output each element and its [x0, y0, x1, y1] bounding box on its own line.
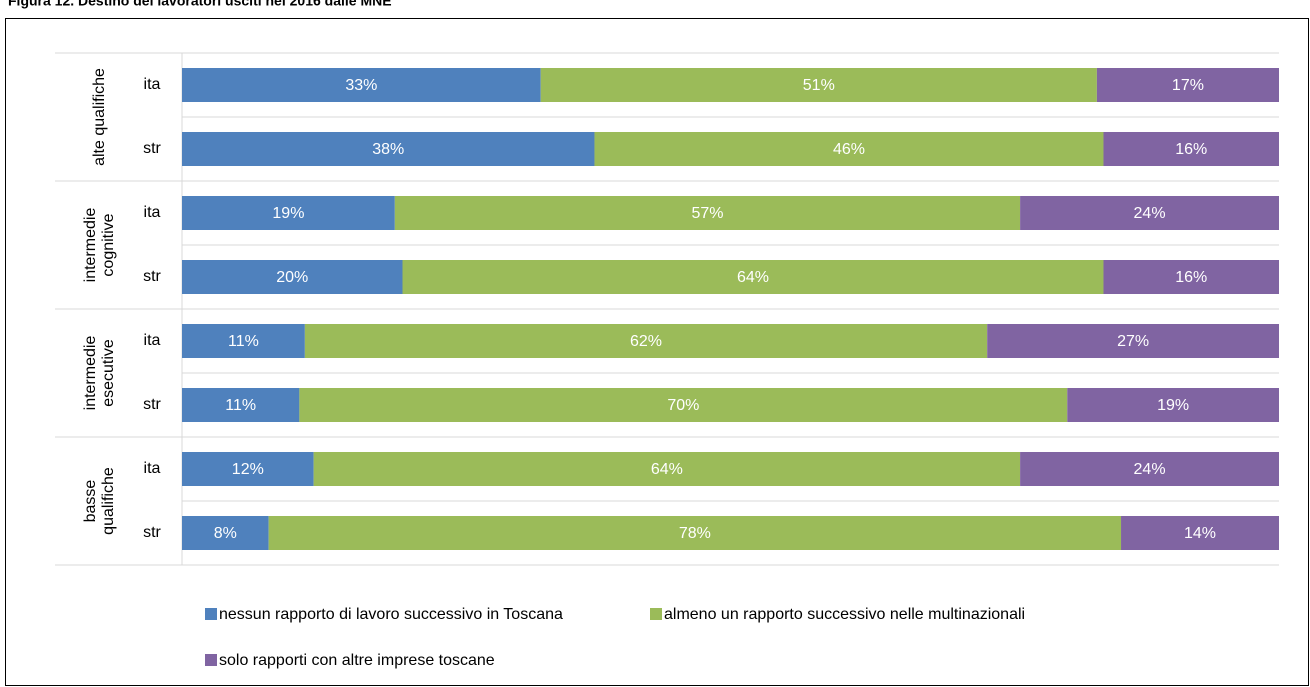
y-tick-label: ita: [144, 204, 161, 221]
data-label: 24%: [1134, 461, 1166, 478]
y-tick-label: str: [143, 268, 161, 285]
group-label: cognitive: [100, 213, 117, 276]
y-tick-label: ita: [144, 76, 161, 93]
data-label: 57%: [691, 205, 723, 222]
data-label: 19%: [1157, 397, 1189, 414]
bar-segment: [268, 516, 1122, 550]
group-label: intermedie: [82, 208, 99, 283]
bar-segment: [594, 132, 1104, 166]
data-label: 16%: [1175, 141, 1207, 158]
data-label: 78%: [679, 525, 711, 542]
y-tick-label: str: [143, 524, 161, 541]
bar-segment: [182, 388, 300, 422]
data-label: 24%: [1134, 205, 1166, 222]
data-label: 64%: [651, 461, 683, 478]
data-label: 16%: [1175, 269, 1207, 286]
bar-segment: [1020, 196, 1279, 230]
bar-segment: [299, 388, 1068, 422]
data-label: 64%: [737, 269, 769, 286]
data-label: 33%: [345, 77, 377, 94]
frame: [5, 18, 1309, 686]
y-tick-label: ita: [144, 460, 161, 477]
data-label: 19%: [272, 205, 304, 222]
legend-swatch: [650, 608, 662, 620]
group-label: intermedie: [82, 336, 99, 411]
bar-segment: [182, 324, 305, 358]
legend-swatch: [205, 654, 217, 666]
data-label: 38%: [372, 141, 404, 158]
bar-segment: [182, 260, 403, 294]
bar-segment: [402, 260, 1104, 294]
y-tick-label: str: [143, 140, 161, 157]
legend-swatch: [205, 608, 217, 620]
data-label: 51%: [803, 77, 835, 94]
group-label: esecutive: [100, 339, 117, 407]
data-label: 20%: [276, 269, 308, 286]
data-label: 8%: [214, 525, 237, 542]
bar-segment: [182, 196, 395, 230]
data-label: 17%: [1172, 77, 1204, 94]
bar-segment: [1103, 132, 1279, 166]
y-tick-label: str: [143, 396, 161, 413]
data-label: 46%: [833, 141, 865, 158]
group-label: qualifiche: [100, 467, 117, 535]
data-label: 70%: [667, 397, 699, 414]
group-label: basse: [82, 480, 99, 523]
bar-segment: [1103, 260, 1279, 294]
bar-segment: [1020, 452, 1279, 486]
bar-segment: [313, 452, 1021, 486]
data-label: 62%: [630, 333, 662, 350]
data-label: 11%: [228, 333, 259, 350]
legend-label: solo rapporti con altre imprese toscane: [219, 652, 495, 669]
legend-label: almeno un rapporto successivo nelle mult…: [664, 606, 1025, 623]
data-label: 12%: [232, 461, 264, 478]
bar-segment: [182, 132, 595, 166]
bar-segment: [182, 68, 541, 102]
bar-segment: [1067, 388, 1279, 422]
chart-title: Figura 12. Destino dei lavoratori usciti…: [8, 0, 392, 9]
bar-segment: [182, 516, 269, 550]
bar-segment: [1121, 516, 1279, 550]
bar-segment: [394, 196, 1021, 230]
data-label: 14%: [1184, 525, 1216, 542]
bar-segment: [1096, 68, 1279, 102]
bar-segment: [304, 324, 988, 358]
group-label: alte qualifiche: [91, 68, 108, 166]
y-tick-label: ita: [144, 332, 161, 349]
bar-segment: [182, 452, 314, 486]
legend-label: nessun rapporto di lavoro successivo in …: [219, 606, 563, 623]
bar-segment: [987, 324, 1279, 358]
bar-segment: [540, 68, 1097, 102]
data-label: 27%: [1117, 333, 1149, 350]
data-label: 11%: [225, 397, 256, 414]
